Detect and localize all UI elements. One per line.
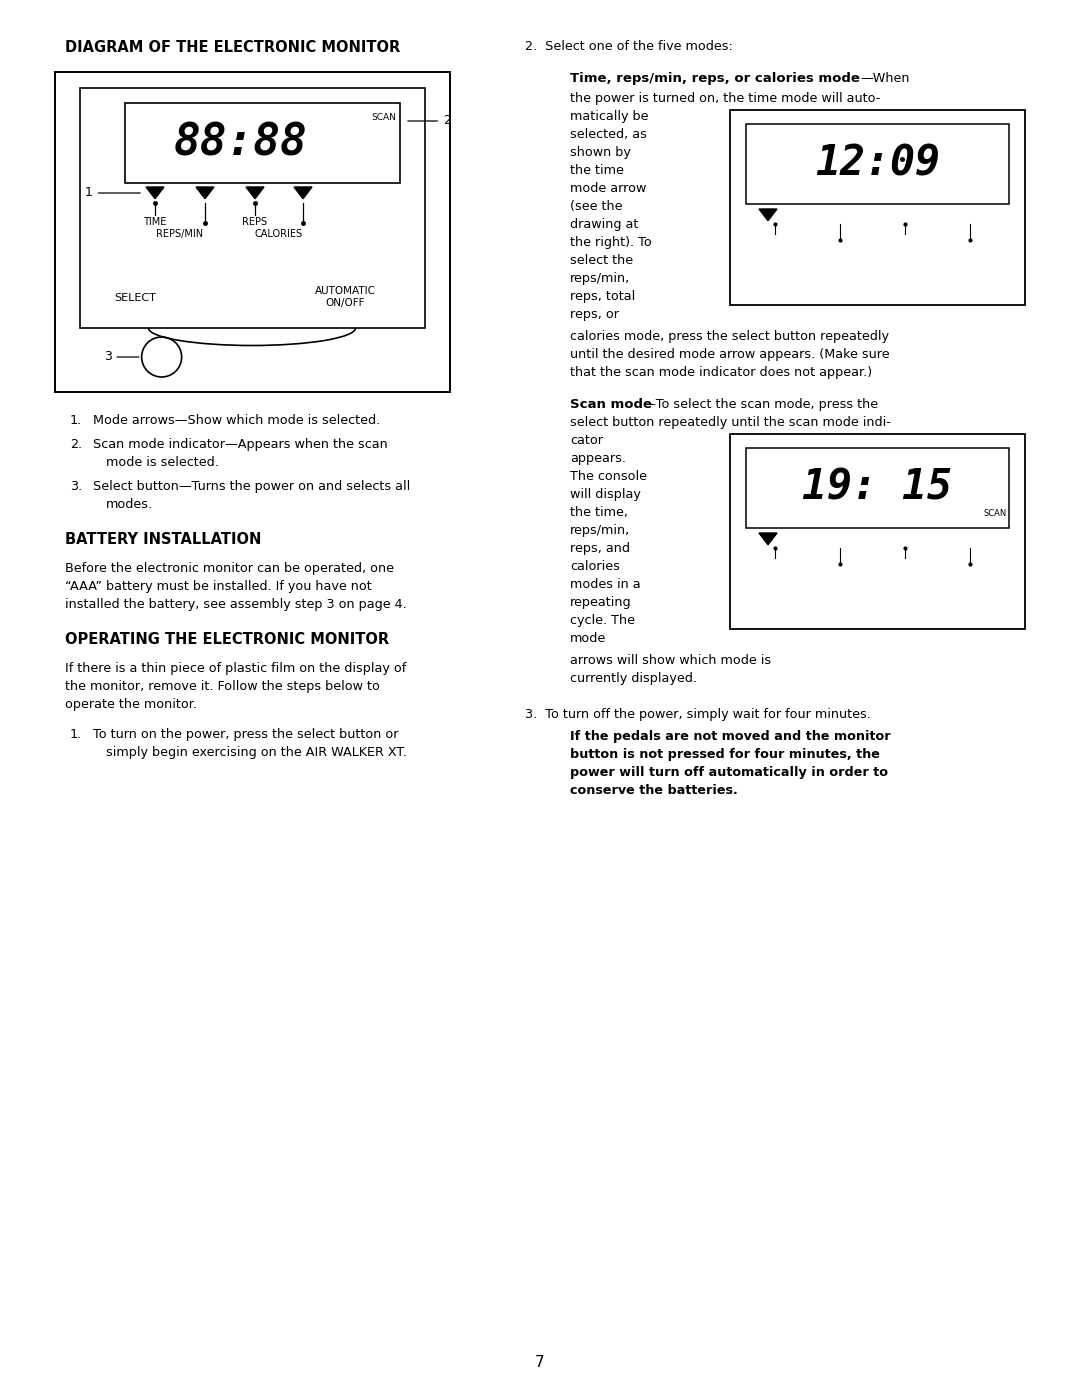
Text: the power is turned on, the time mode will auto-: the power is turned on, the time mode wi… [570,92,880,105]
Text: cycle. The: cycle. The [570,615,635,627]
Text: 2: 2 [408,115,450,127]
Text: TIME: TIME [764,560,786,570]
Text: CALORIES: CALORIES [255,229,303,239]
Text: reps, or: reps, or [570,307,619,321]
FancyBboxPatch shape [730,110,1025,305]
Polygon shape [759,210,777,221]
FancyBboxPatch shape [80,88,426,328]
Text: BATTERY INSTALLATION: BATTERY INSTALLATION [65,532,261,548]
Text: the monitor, remove it. Follow the steps below to: the monitor, remove it. Follow the steps… [65,680,380,693]
Text: simply begin exercising on the AIR WALKER XT.: simply begin exercising on the AIR WALKE… [106,746,407,759]
Text: If there is a thin piece of plastic film on the display of: If there is a thin piece of plastic film… [65,662,406,675]
Text: TIME: TIME [764,236,786,246]
Text: REPS: REPS [892,560,918,570]
Text: reps/min,: reps/min, [570,272,631,285]
Text: that the scan mode indicator does not appear.): that the scan mode indicator does not ap… [570,366,873,379]
Text: TIME: TIME [144,217,166,226]
Text: selected, as: selected, as [570,129,647,141]
Text: 3: 3 [104,351,139,363]
Text: appears.: appears. [570,453,626,465]
Text: Time, reps/min, reps, or calories mode: Time, reps/min, reps, or calories mode [570,73,860,85]
Text: the time,: the time, [570,506,627,520]
Text: “AAA” battery must be installed. If you have not: “AAA” battery must be installed. If you … [65,580,372,592]
Text: modes.: modes. [106,497,153,511]
Text: 12:09: 12:09 [815,142,940,184]
Text: currently displayed.: currently displayed. [570,672,697,685]
Text: 2.: 2. [70,439,82,451]
Text: repeating: repeating [570,597,632,609]
FancyBboxPatch shape [746,124,1009,204]
Text: To turn on the power, press the select button or: To turn on the power, press the select b… [93,728,399,740]
Text: —When: —When [860,73,909,85]
Text: 3.: 3. [70,481,82,493]
Text: AUTOMATIC
ON/OFF: AUTOMATIC ON/OFF [314,286,376,307]
Text: REPS/MIN: REPS/MIN [784,570,832,580]
FancyBboxPatch shape [125,103,400,183]
Text: 1.: 1. [70,414,82,427]
Text: power will turn off automatically in order to: power will turn off automatically in ord… [570,766,888,780]
Text: REPS: REPS [242,217,268,226]
Text: the time: the time [570,163,624,177]
Text: cator: cator [570,434,603,447]
Text: reps, and: reps, and [570,542,630,555]
Text: matically be: matically be [570,110,648,123]
Text: select button repeatedly until the scan mode indi-: select button repeatedly until the scan … [570,416,891,429]
Text: until the desired mode arrow appears. (Make sure: until the desired mode arrow appears. (M… [570,348,890,360]
Text: 19: 15: 19: 15 [802,467,953,509]
Text: (see the: (see the [570,200,622,212]
Text: shown by: shown by [570,147,631,159]
Text: Mode arrows—Show which mode is selected.: Mode arrows—Show which mode is selected. [93,414,380,427]
Text: drawing at: drawing at [570,218,638,231]
Text: installed the battery, see assembly step 3 on page 4.: installed the battery, see assembly step… [65,598,407,610]
Polygon shape [294,187,312,198]
FancyBboxPatch shape [746,448,1009,528]
Text: 88:88: 88:88 [174,122,308,165]
Text: SCAN: SCAN [372,113,396,122]
Text: Before the electronic monitor can be operated, one: Before the electronic monitor can be ope… [65,562,394,576]
Polygon shape [246,187,264,198]
Text: Select button—Turns the power on and selects all: Select button—Turns the power on and sel… [93,481,410,493]
Text: calories: calories [570,560,620,573]
Text: CALORIES: CALORIES [914,246,961,256]
Text: Scan mode: Scan mode [570,398,652,411]
FancyBboxPatch shape [55,73,450,393]
Text: 1: 1 [85,187,140,200]
Text: will display: will display [570,488,640,502]
Text: 1.: 1. [70,728,82,740]
Text: modes in a: modes in a [570,578,640,591]
Text: CALORIES: CALORIES [914,570,961,580]
Text: operate the monitor.: operate the monitor. [65,698,197,711]
Text: mode arrow: mode arrow [570,182,646,196]
Text: DIAGRAM OF THE ELECTRONIC MONITOR: DIAGRAM OF THE ELECTRONIC MONITOR [65,41,401,54]
Text: Scan mode indicator—Appears when the scan: Scan mode indicator—Appears when the sca… [93,439,388,451]
Text: REPS/MIN: REPS/MIN [784,246,832,256]
Text: SELECT: SELECT [114,293,156,303]
Text: mode: mode [570,631,606,645]
Text: SCAN: SCAN [984,509,1007,518]
Text: conserve the batteries.: conserve the batteries. [570,784,738,798]
Text: arrows will show which mode is: arrows will show which mode is [570,654,771,666]
Text: —To select the scan mode, press the: —To select the scan mode, press the [643,398,878,411]
Text: 2.  Select one of the five modes:: 2. Select one of the five modes: [525,41,733,53]
Text: mode is selected.: mode is selected. [106,455,219,469]
Polygon shape [146,187,164,198]
Text: REPS/MIN: REPS/MIN [157,229,203,239]
Polygon shape [195,187,214,198]
Text: select the: select the [570,254,633,267]
Text: the right). To: the right). To [570,236,651,249]
Text: If the pedals are not moved and the monitor: If the pedals are not moved and the moni… [570,731,891,743]
Text: calories mode, press the select button repeatedly: calories mode, press the select button r… [570,330,889,344]
Text: button is not pressed for four minutes, the: button is not pressed for four minutes, … [570,747,880,761]
Polygon shape [759,534,777,545]
Text: 3.  To turn off the power, simply wait for four minutes.: 3. To turn off the power, simply wait fo… [525,708,870,721]
Text: OPERATING THE ELECTRONIC MONITOR: OPERATING THE ELECTRONIC MONITOR [65,631,389,647]
Text: reps/min,: reps/min, [570,524,631,536]
FancyBboxPatch shape [730,434,1025,629]
Text: The console: The console [570,469,647,483]
Text: 7: 7 [536,1355,544,1370]
Text: reps, total: reps, total [570,291,635,303]
Text: REPS: REPS [892,236,918,246]
